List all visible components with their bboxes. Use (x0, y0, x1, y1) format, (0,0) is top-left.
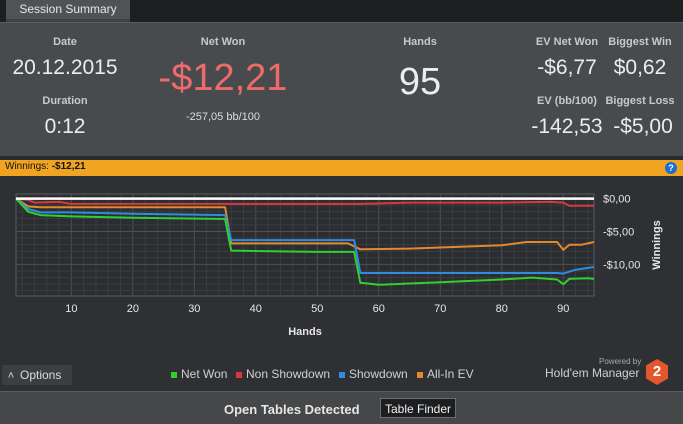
x-tick-label: 80 (496, 303, 508, 315)
x-tick-labels: 10 20 30 40 50 60 70 80 90 (65, 303, 569, 315)
y-tick-label: -$10,00 (603, 259, 640, 271)
winnings-chart: $0,00 -$5,00 -$10,00 10 20 30 40 50 60 70 80 90 Ha… (15, 193, 663, 338)
duration-value: 0:12 (44, 115, 86, 138)
series-lines (15, 197, 595, 286)
winnings-label: Winnings: (5, 161, 49, 172)
tab-bar: Session Summary (0, 0, 683, 22)
y-tick-label: $0,00 (603, 194, 631, 206)
biggest-loss-label: Biggest Loss (605, 95, 675, 107)
powered-by-text: Powered by (599, 357, 642, 366)
biggest-win-label: Biggest Win (608, 36, 672, 48)
separator (0, 156, 683, 160)
series-all-in-ev-line (15, 197, 595, 251)
winnings-value: -$12,21 (51, 161, 86, 172)
x-tick-label: 90 (557, 303, 569, 315)
x-tick-label: 40 (250, 303, 262, 315)
brand-name: Hold'em Manager (545, 366, 640, 380)
hands-value: 95 (398, 61, 442, 103)
biggest-loss-value: -$5,00 (613, 115, 673, 138)
ev-net-won-value: -$6,77 (537, 56, 597, 79)
help-icon[interactable]: ? (665, 162, 677, 174)
legend-label-net-won: Net Won (181, 367, 228, 381)
options-button[interactable]: ˄ Options (2, 365, 72, 385)
series-showdown-line (15, 197, 595, 275)
session-summary-panel: Date 20.12.2015 Duration 0:12 Net Won -$… (0, 22, 683, 157)
series-non-showdown-line (15, 197, 594, 207)
x-tick-label: 50 (311, 303, 323, 315)
x-tick-label: 20 (127, 303, 139, 315)
legend-item-non-showdown: Non Showdown (236, 367, 330, 381)
series-net-won-line (15, 197, 595, 286)
legend-item-showdown: Showdown (339, 367, 408, 381)
net-won-value: -$12,21 (158, 57, 288, 99)
x-tick-label: 10 (65, 303, 77, 315)
legend-swatch-showdown (339, 371, 345, 378)
legend-swatch-net-won (171, 371, 177, 378)
table-finder-button[interactable]: Table Finder (380, 398, 456, 418)
net-won-label: Net Won (200, 36, 246, 48)
y-tick-label: -$5,00 (603, 227, 634, 239)
net-won-bb: -257,05 bb/100 (185, 111, 260, 123)
date-label: Date (53, 36, 77, 48)
legend-swatch-all-in-ev (417, 371, 423, 378)
ev-net-won-label: EV Net Won (535, 36, 599, 48)
y-axis-label: Winnings (651, 220, 663, 269)
legend-item-net-won: Net Won (171, 367, 227, 381)
chevron-up-icon: ˄ (7, 370, 15, 382)
footer-bar: Open Tables Detected Table Finder (0, 391, 683, 424)
grid (16, 194, 594, 296)
legend-swatch-non-showdown (236, 371, 242, 378)
ev-bb-value: -142,53 (531, 115, 603, 138)
winnings-bar: Winnings: -$12,21 ? (0, 160, 683, 176)
x-tick-label: 70 (434, 303, 446, 315)
x-axis-label: Hands (288, 326, 322, 338)
legend-label-all-in-ev: All-In EV (427, 367, 474, 381)
duration-label: Duration (42, 95, 88, 107)
hem2-logo-icon: 2 (646, 359, 668, 385)
x-tick-label: 60 (373, 303, 385, 315)
x-tick-label: 30 (188, 303, 200, 315)
legend-label-non-showdown: Non Showdown (246, 367, 331, 381)
winnings-text: Winnings: -$12,21 (5, 161, 86, 172)
open-tables-text: Open Tables Detected (224, 402, 360, 417)
legend-label-showdown: Showdown (349, 367, 408, 381)
hands-label: Hands (403, 36, 437, 48)
biggest-win-value: $0,62 (613, 56, 667, 79)
options-label: Options (20, 368, 62, 382)
tab-session-summary[interactable]: Session Summary (6, 0, 130, 22)
ev-bb-label: EV (bb/100) (537, 95, 597, 107)
legend-item-all-in-ev: All-In EV (417, 367, 474, 381)
date-value: 20.12.2015 (12, 56, 118, 79)
y-tick-labels: $0,00 -$5,00 -$10,00 (603, 194, 640, 272)
